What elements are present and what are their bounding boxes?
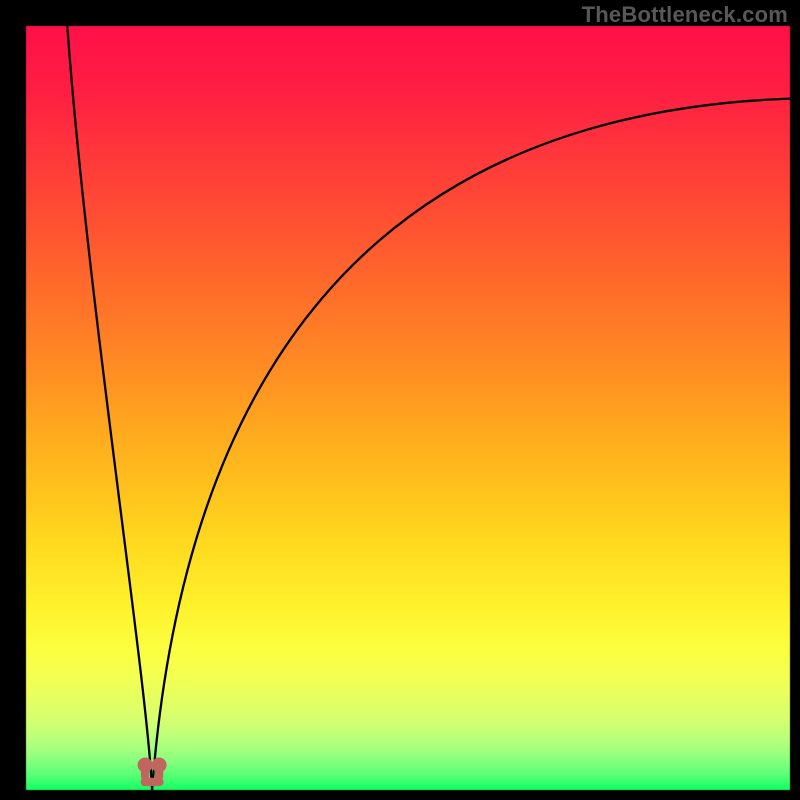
curve-left-branch [67, 26, 152, 790]
bottleneck-curve-svg [0, 0, 800, 800]
bottleneck-chart-container: TheBottleneck.com [0, 0, 800, 800]
curve-right-branch [152, 99, 790, 790]
watermark-text: TheBottleneck.com [582, 2, 788, 28]
